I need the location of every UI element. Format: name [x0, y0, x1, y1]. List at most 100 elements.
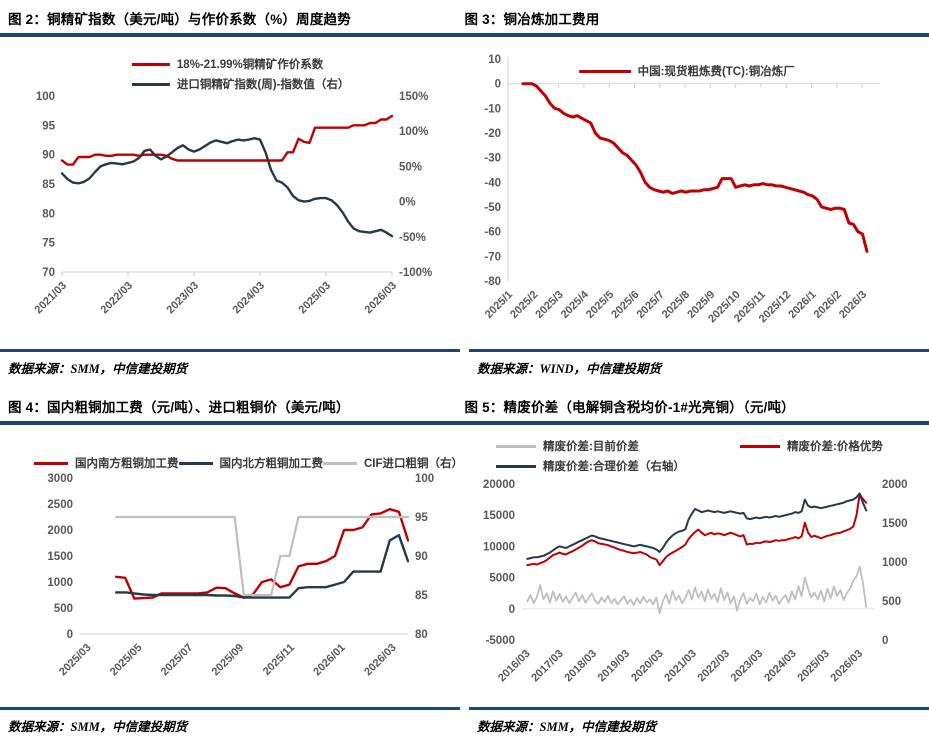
series-north-rough-copper-fee: [114, 534, 410, 599]
axis-tick-label: 2000: [882, 479, 908, 491]
axis-tick-label: -80: [484, 276, 501, 288]
axis-tick-label: 95: [42, 120, 55, 132]
axis-tick-label: 1000: [47, 577, 73, 589]
axis-tick-label: 0: [882, 635, 888, 647]
series-spot-tc-fee: [521, 82, 869, 253]
x-axis-label: 2026/3: [837, 289, 869, 321]
figure-4-title: 图 4：国内粗铜加工费（元/吨）、进口粗铜价（美元/吨）: [8, 400, 350, 415]
axis-tick-label: 15000: [483, 510, 515, 522]
x-axis-label: 2023/03: [729, 648, 766, 685]
x-axis-label: 2025/5: [584, 289, 616, 321]
axis-tick-label: 0: [67, 629, 73, 641]
axis-tick-label: 0%: [399, 197, 416, 209]
x-axis-label: 2025/11: [261, 642, 297, 678]
x-axis-label: 2026/2: [812, 289, 844, 321]
sources-row-2: 数据来源：SMM，中信建投期货 数据来源：SMM，中信建投期货: [0, 707, 929, 745]
series-import-concentrate-index: [60, 137, 394, 238]
chart-canvas: 20000150001000050000-5000200015001000500…: [483, 479, 908, 685]
series-price-advantage: [526, 493, 868, 567]
axis-tick-label: 150%: [399, 91, 428, 103]
axis-tick-label: 75: [42, 238, 55, 250]
axis-tick-label: 500: [54, 603, 73, 615]
x-axis-label: 2022/03: [695, 648, 732, 685]
x-axis-label: 2025/03: [57, 642, 94, 679]
axis-tick-label: 10000: [483, 541, 515, 553]
axis-tick-label: 100%: [399, 126, 428, 138]
x-axis-label: 2025/05: [108, 642, 145, 679]
axis-tick-label: 85: [42, 179, 55, 191]
charts-row-1: 18%-21.99%铜精矿作价系数 进口铜精矿指数(周)-指数值（右） 100 95 9…: [0, 37, 929, 342]
x-axis-label: 2026/01: [311, 642, 348, 679]
figure-2-source: 数据来源：SMM，中信建投期货: [0, 349, 460, 387]
axis-tick-label: 80: [415, 629, 428, 641]
x-axis-label: 2025/1: [483, 289, 515, 321]
series-reasonable-spread: [526, 492, 868, 560]
x-axis-label: 2025/6: [609, 289, 641, 321]
figure-2-title: 图 2：铜精矿指数（美元/吨）与作价系数（%）周度趋势: [8, 12, 351, 27]
series-pricing-coefficient: [60, 114, 394, 166]
axis-tick-label: 80: [42, 208, 55, 220]
x-axis-label: 2019/03: [596, 648, 633, 685]
axis-tick-label: -20: [484, 128, 501, 140]
chart-figure-3: 中国:现货粗炼费(TC):铜冶炼厂 10 0 -10 -20 -30 -40 -50 -60 -7…: [470, 47, 925, 342]
axis-tick-label: 2500: [47, 499, 73, 511]
x-axis-label: 2025/07: [159, 642, 196, 679]
x-axis-label: 2025/7: [635, 289, 667, 321]
x-axis-label: 2020/03: [629, 648, 666, 685]
chart-figure-2: 18%-21.99%铜精矿作价系数 进口铜精矿指数(周)-指数值（右） 100 95 9…: [30, 47, 460, 342]
x-axis-label: 2025/09: [210, 642, 247, 679]
title-divider: [0, 33, 929, 37]
axis-tick-label: 90: [42, 150, 55, 162]
axis-tick-label: 85: [415, 590, 428, 602]
axis-tick-label: -5000: [486, 635, 515, 647]
titles-row-1: 图 2：铜精矿指数（美元/吨）与作价系数（%）周度趋势 图 3：铜冶炼加工费用: [0, 0, 929, 33]
x-axis-label: 2026/03: [363, 280, 400, 317]
figure-3-title: 图 3：铜冶炼加工费用: [464, 12, 600, 27]
charts-row-2: 国内南方粗铜加工费 国内北方粗铜加工费 CIF进口粗铜（右） 3000 2500 2000…: [0, 425, 929, 700]
axis-tick-label: 100: [415, 473, 434, 485]
axis-tick-label: 3000: [47, 473, 73, 485]
chart-canvas: 3000 2500 2000 1500 1000 500 0 100 95 90 85 80 2025/…: [47, 473, 434, 679]
axis-tick-label: 0: [495, 79, 501, 91]
axis-tick-label: 95: [415, 512, 428, 524]
x-axis-label: 2024/03: [231, 280, 268, 317]
x-axis-label: 2026/03: [362, 642, 399, 679]
figure-4-source: 数据来源：SMM，中信建投期货: [0, 707, 460, 745]
axis-tick-label: -40: [484, 177, 501, 189]
x-axis-label: 2017/03: [529, 648, 566, 685]
titles-row-2: 图 4：国内粗铜加工费（元/吨）、进口粗铜价（美元/吨） 图 5：精废价差（电解…: [0, 387, 929, 421]
axis-tick-label: -10: [484, 103, 501, 115]
axis-tick-label: -100%: [399, 267, 432, 279]
x-axis-label: 2026/1: [786, 289, 818, 321]
x-axis-label: 2025/03: [795, 648, 832, 685]
axis-tick-label: 500: [882, 596, 901, 608]
figure-5-title: 图 5：精废价差（电解铜含税均价-1#光亮铜）（元/吨）: [464, 400, 795, 415]
x-axis-label: 2025/03: [297, 280, 334, 317]
x-axis-label: 2025/3: [533, 289, 565, 321]
figure-5-source: 数据来源：SMM，中信建投期货: [469, 707, 929, 745]
chart-canvas: 100959085807570150%100%50%0%-50%-100%202…: [33, 91, 433, 317]
axis-tick-label: 2000: [47, 525, 73, 537]
x-axis-label: 2021/03: [662, 648, 699, 685]
axis-tick-label: 5000: [489, 573, 515, 585]
axis-tick-label: 50%: [399, 161, 422, 173]
axis-tick-label: 1500: [882, 518, 908, 530]
x-axis-label: 2026/03: [829, 648, 866, 685]
axis-tick-label: 10: [488, 54, 501, 66]
axis-tick-label: -50%: [399, 232, 426, 244]
series-south-rough-copper-fee: [114, 508, 410, 600]
figure-3-source: 数据来源：WIND，中信建投期货: [469, 349, 929, 387]
series-current-spread: [526, 565, 868, 615]
axis-tick-label: 70: [42, 267, 55, 279]
series-cif-import-rough-copper: [115, 515, 410, 597]
x-axis-label: 2016/03: [496, 648, 533, 685]
chart-canvas: 100-10-20-30-40-50-60-70-802025/12025/22…: [483, 54, 880, 325]
axis-tick-label: 90: [415, 551, 428, 563]
x-axis-label: 2021/03: [33, 280, 70, 317]
axis-tick-label: -50: [484, 202, 501, 214]
axis-tick-label: 20000: [483, 479, 515, 491]
axis-tick-label: 100: [36, 91, 55, 103]
x-axis-label: 2023/03: [165, 280, 202, 317]
x-axis-label: 2022/03: [99, 280, 136, 317]
